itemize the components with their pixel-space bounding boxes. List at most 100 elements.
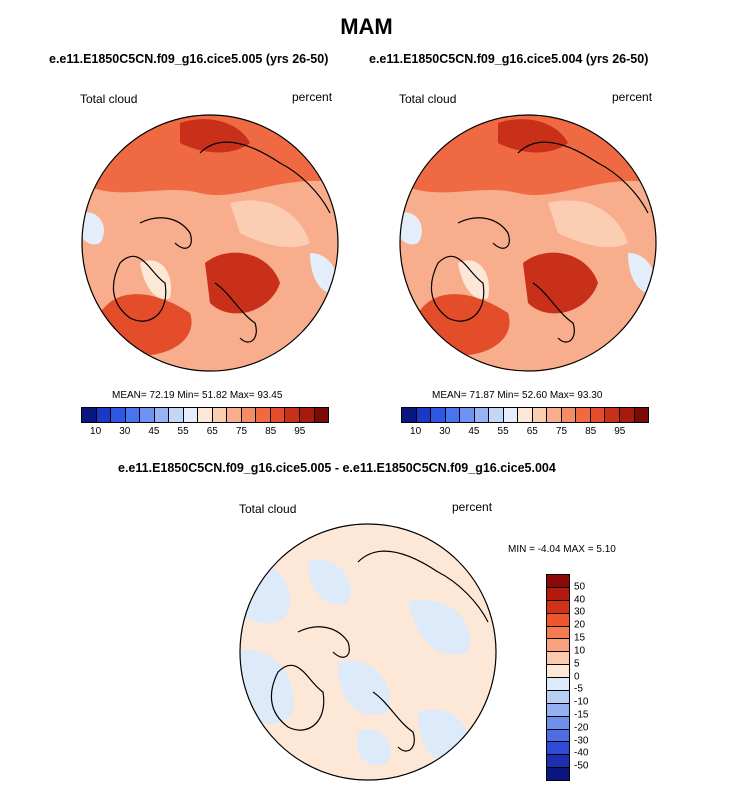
colorbar-tick-label: 95 [614, 426, 626, 437]
colorbar-swatch [82, 408, 97, 422]
colorbar-swatch [241, 408, 257, 422]
colorbar-tick-label: 45 [468, 426, 480, 437]
colorbar-tick-label: 55 [497, 426, 509, 437]
colorbar-swatch [547, 742, 569, 756]
colorbar-swatch [125, 408, 141, 422]
colorbar-tick-label: 75 [555, 426, 568, 437]
colorbar-swatch [227, 408, 242, 422]
colorbar-swatch [154, 408, 170, 422]
colorbar-tick-label: 30 [439, 426, 451, 437]
colorbar-swatch [547, 639, 569, 653]
colorbar-swatch [561, 408, 577, 422]
colorbar-tick-label: 5 [574, 658, 580, 670]
colorbar-tick-label: 40 [574, 594, 586, 606]
colorbar-swatch [532, 408, 548, 422]
colorbar-swatch [547, 587, 569, 601]
colorbar-swatch [140, 408, 155, 422]
difference-polar-map [239, 523, 497, 781]
colorbar-swatch [96, 408, 112, 422]
colorbar-swatch [416, 408, 432, 422]
right-stats: MEAN= 71.87 Min= 52.60 Max= 93.30 [432, 390, 603, 401]
diff-colorbar [546, 574, 570, 781]
colorbar-tick-label: 0 [574, 671, 580, 682]
difference-map-header: e.e11.E1850C5CN.f09_g16.cice5.005 - e.e1… [118, 461, 556, 475]
left-colorbar-swatches [81, 407, 329, 423]
right-units-label: percent [612, 90, 653, 104]
colorbar-tick-label: -40 [574, 747, 589, 759]
colorbar-tick-label: 65 [206, 426, 218, 437]
colorbar-tick-label: 85 [265, 426, 277, 437]
colorbar-swatch [547, 703, 569, 717]
colorbar-swatch [212, 408, 228, 422]
colorbar-tick-label: 65 [526, 426, 538, 437]
diff-stats: MIN = -4.04 MAX = 5.10 [508, 544, 616, 555]
colorbar-tick-label: 75 [235, 426, 248, 437]
left-map-header: e.e11.E1850C5CN.f09_g16.cice5.005 (yrs 2… [49, 52, 329, 66]
colorbar-swatch [547, 626, 569, 640]
diff-units-label: percent [452, 500, 493, 514]
colorbar-tick-label: -10 [574, 696, 589, 708]
colorbar-swatch [402, 408, 417, 422]
colorbar-tick-label: 10 [90, 426, 102, 437]
colorbar-tick-label: -30 [574, 735, 589, 747]
colorbar-swatch [547, 665, 569, 678]
colorbar-swatch [314, 408, 329, 422]
colorbar-tick-label: 95 [294, 426, 306, 437]
colorbar-swatch [547, 652, 569, 666]
colorbar-swatch [619, 408, 635, 422]
colorbar-swatch [489, 408, 504, 422]
colorbar-swatch [503, 408, 519, 422]
colorbar-tick-label: 55 [177, 426, 189, 437]
left-colorbar-labels: 10 30 45 55 65 75 85 95 [81, 423, 329, 437]
colorbar-swatch [547, 690, 569, 704]
colorbar-swatch [547, 600, 569, 614]
colorbar-swatch [547, 408, 562, 422]
right-colorbar-swatches [401, 407, 649, 423]
colorbar-tick-label: -15 [574, 709, 589, 721]
colorbar-swatch [285, 408, 300, 422]
right-colorbar-labels: 10 30 45 55 65 75 85 95 [401, 423, 649, 437]
colorbar-swatch [256, 408, 271, 422]
diff-colorbar-swatches [546, 574, 570, 781]
colorbar-swatch [270, 408, 286, 422]
colorbar-tick-label: 20 [574, 619, 586, 631]
colorbar-tick-label: -20 [574, 722, 589, 734]
colorbar-tick-label: 30 [119, 426, 131, 437]
colorbar-tick-label: 10 [574, 645, 586, 657]
page-title: MAM [340, 14, 393, 39]
colorbar-swatch [576, 408, 591, 422]
left-colorbar: 10 30 45 55 65 75 85 95 [81, 407, 329, 437]
left-polar-map [81, 114, 339, 372]
colorbar-swatch [183, 408, 199, 422]
colorbar-tick-label: -5 [574, 683, 583, 695]
colorbar-swatch [198, 408, 213, 422]
colorbar-swatch [169, 408, 184, 422]
left-variable-label: Total cloud [80, 92, 138, 106]
colorbar-swatch [634, 408, 649, 422]
colorbar-swatch [299, 408, 315, 422]
diff-variable-label: Total cloud [239, 502, 297, 516]
colorbar-tick-label: 10 [410, 426, 422, 437]
colorbar-swatch [547, 716, 569, 730]
colorbar-swatch [111, 408, 126, 422]
colorbar-tick-label: -50 [574, 760, 589, 772]
colorbar-swatch [547, 755, 569, 769]
colorbar-swatch [547, 613, 569, 627]
colorbar-swatch [445, 408, 461, 422]
colorbar-swatch [590, 408, 606, 422]
right-variable-label: Total cloud [399, 92, 457, 106]
colorbar-tick-label: 85 [585, 426, 597, 437]
colorbar-tick-label: 45 [148, 426, 160, 437]
colorbar-tick-label: 30 [574, 606, 586, 618]
colorbar-tick-label: 15 [574, 632, 586, 644]
left-units-label: percent [292, 90, 333, 104]
right-map-header: e.e11.E1850C5CN.f09_g16.cice5.004 (yrs 2… [369, 52, 649, 66]
right-colorbar: 10 30 45 55 65 75 85 95 [401, 407, 649, 437]
right-polar-map [399, 114, 657, 372]
colorbar-tick-label: 50 [574, 581, 586, 593]
colorbar-swatch [547, 768, 569, 780]
diff-colorbar-labels: 50 40 30 20 15 10 5 0 -5 -10 -15 -20 -30 -40 -50 [574, 574, 614, 779]
colorbar-swatch [474, 408, 490, 422]
colorbar-swatch [547, 678, 569, 691]
colorbar-swatch [431, 408, 446, 422]
